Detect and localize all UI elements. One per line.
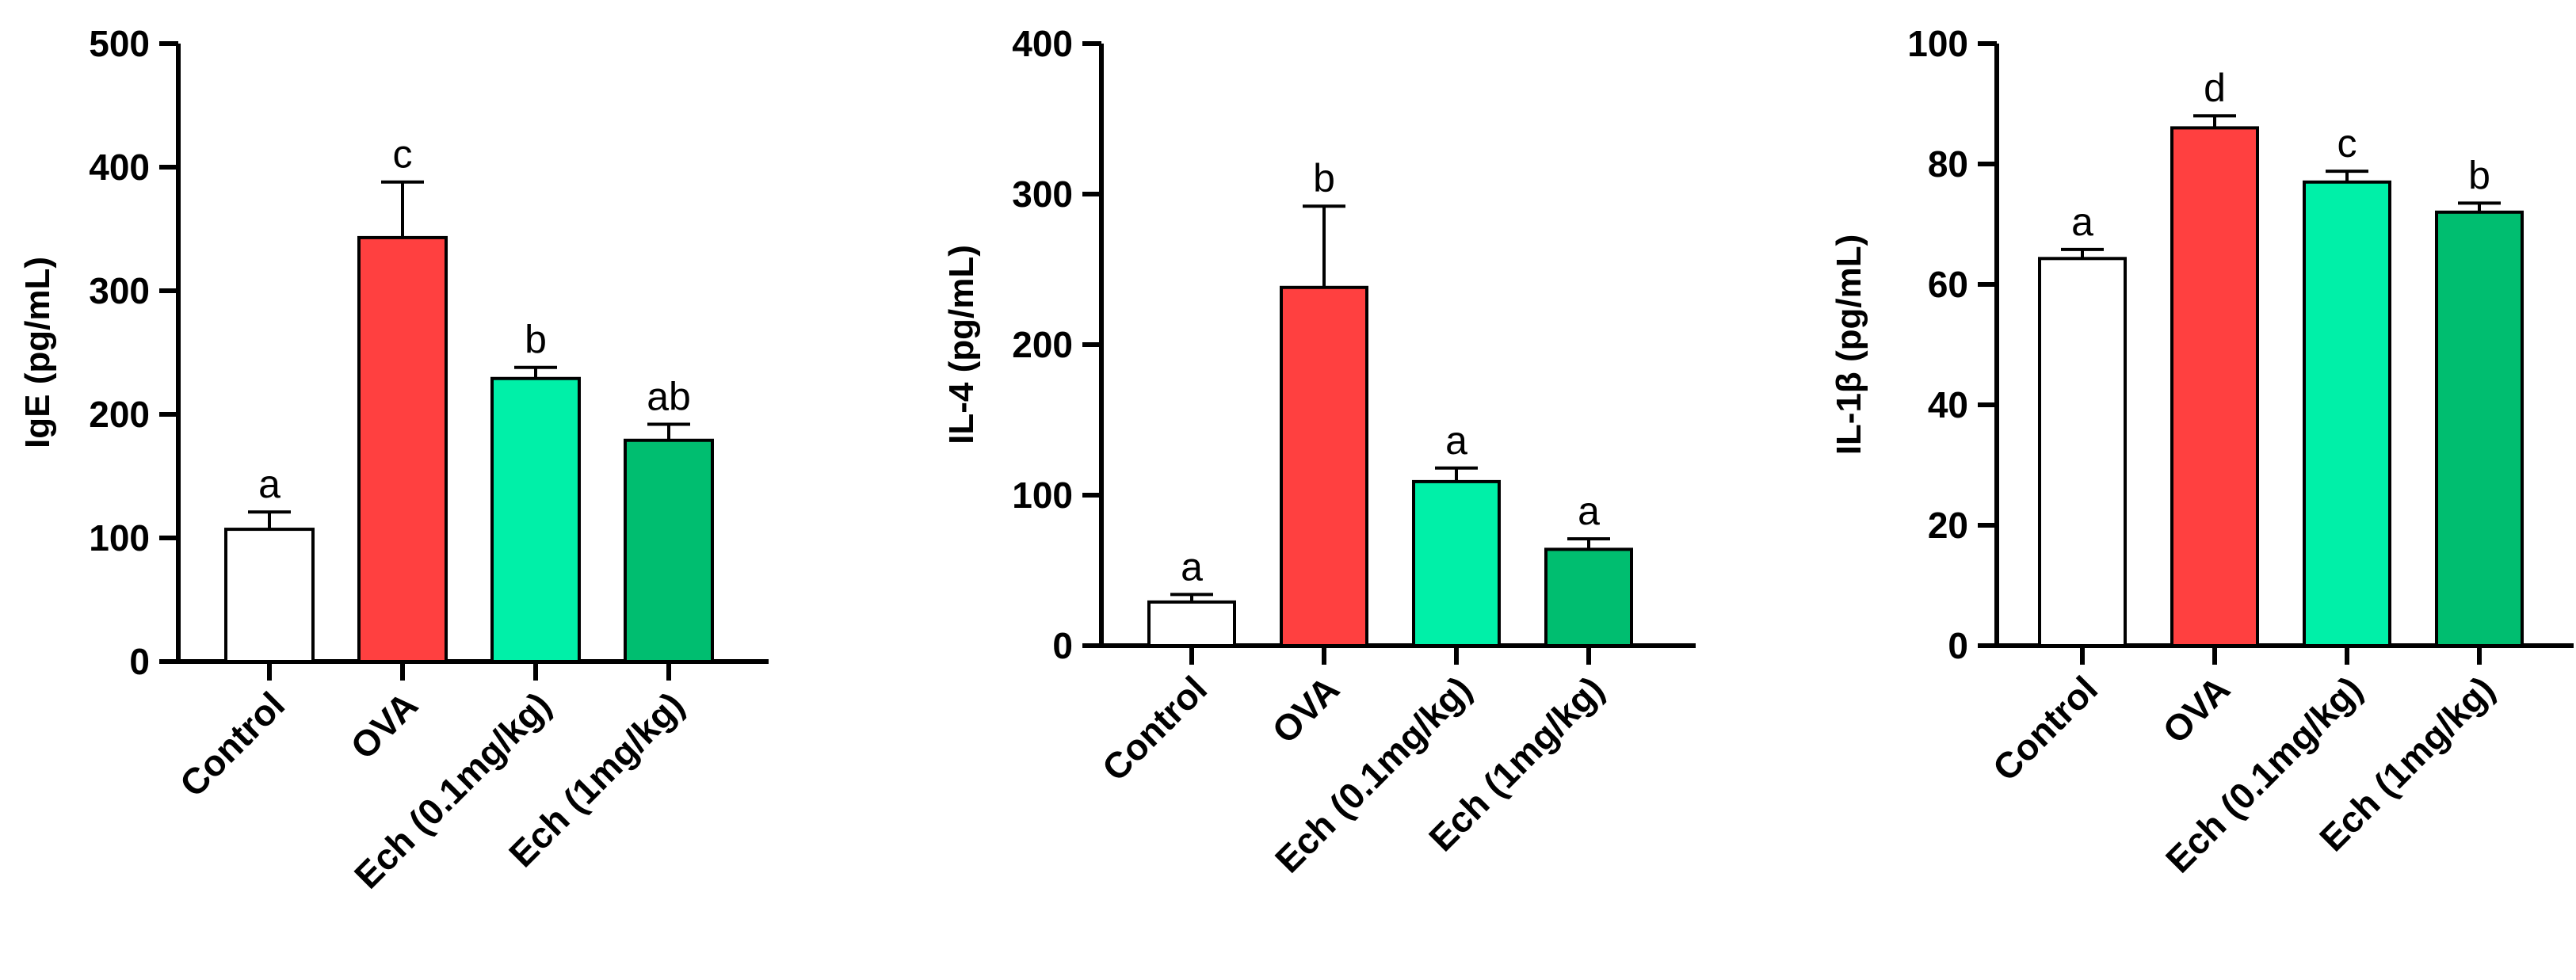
y-tick-label: 20 [1928, 505, 1968, 546]
bar-4 [1544, 547, 1633, 648]
y-tick-label: 100 [89, 517, 150, 559]
y-tick-label: 60 [1928, 264, 1968, 305]
x-category-label: OVA [2154, 668, 2238, 751]
chart-panel-1: 0 100 200 300 400 500 IgE (pg/mL) a Control c OVA b… [18, 23, 769, 896]
significance-label: a [2071, 200, 2093, 244]
significance-label: c [2337, 121, 2357, 166]
bar-3 [1412, 479, 1501, 648]
significance-label: b [2468, 153, 2490, 197]
bar-2 [2170, 126, 2259, 647]
bar-4 [624, 438, 714, 663]
significance-label: a [1181, 544, 1203, 589]
y-axis-label: IgE (pg/mL) [18, 257, 57, 448]
y-tick-label: 0 [1948, 625, 1968, 666]
significance-label: ab [647, 374, 691, 418]
significance-label: d [2204, 66, 2226, 110]
significance-label: a [1445, 418, 1467, 463]
x-category-label: Control [1985, 668, 2105, 788]
x-category-label: Control [172, 684, 292, 804]
x-category-label: OVA [1264, 668, 1347, 751]
y-tick-label: 100 [1012, 475, 1073, 516]
bar-1 [1147, 600, 1236, 648]
significance-label: b [1313, 156, 1335, 200]
significance-label: a [258, 462, 280, 506]
y-tick-label: 80 [1928, 143, 1968, 185]
significance-label: b [525, 318, 547, 362]
y-tick-label: 200 [1012, 324, 1073, 365]
y-tick-label: 300 [1012, 174, 1073, 215]
bar-2 [1280, 285, 1368, 647]
y-tick-label: 300 [89, 270, 150, 311]
bar-3 [490, 376, 581, 663]
x-category-label: OVA [342, 684, 426, 767]
bar-3 [2303, 180, 2391, 648]
x-category-label: Control [1094, 668, 1215, 788]
y-tick-label: 400 [89, 147, 150, 188]
y-tick-label: 200 [89, 394, 150, 435]
y-tick-label: 500 [89, 23, 150, 64]
y-axis-label: IL-4 (pg/mL) [942, 245, 981, 444]
bar-2 [357, 235, 448, 664]
significance-label: c [393, 132, 413, 177]
bar-1 [224, 528, 315, 664]
y-tick-label: 0 [1052, 625, 1073, 666]
y-tick-label: 100 [1907, 23, 1968, 64]
y-tick-label: 400 [1012, 23, 1073, 64]
bar-4 [2435, 210, 2524, 647]
bar-1 [2038, 257, 2127, 647]
y-tick-label: 40 [1928, 384, 1968, 425]
y-axis-label: IL-1β (pg/mL) [1830, 235, 1868, 456]
y-tick-label: 0 [129, 641, 150, 682]
significance-label: a [1578, 489, 1600, 533]
